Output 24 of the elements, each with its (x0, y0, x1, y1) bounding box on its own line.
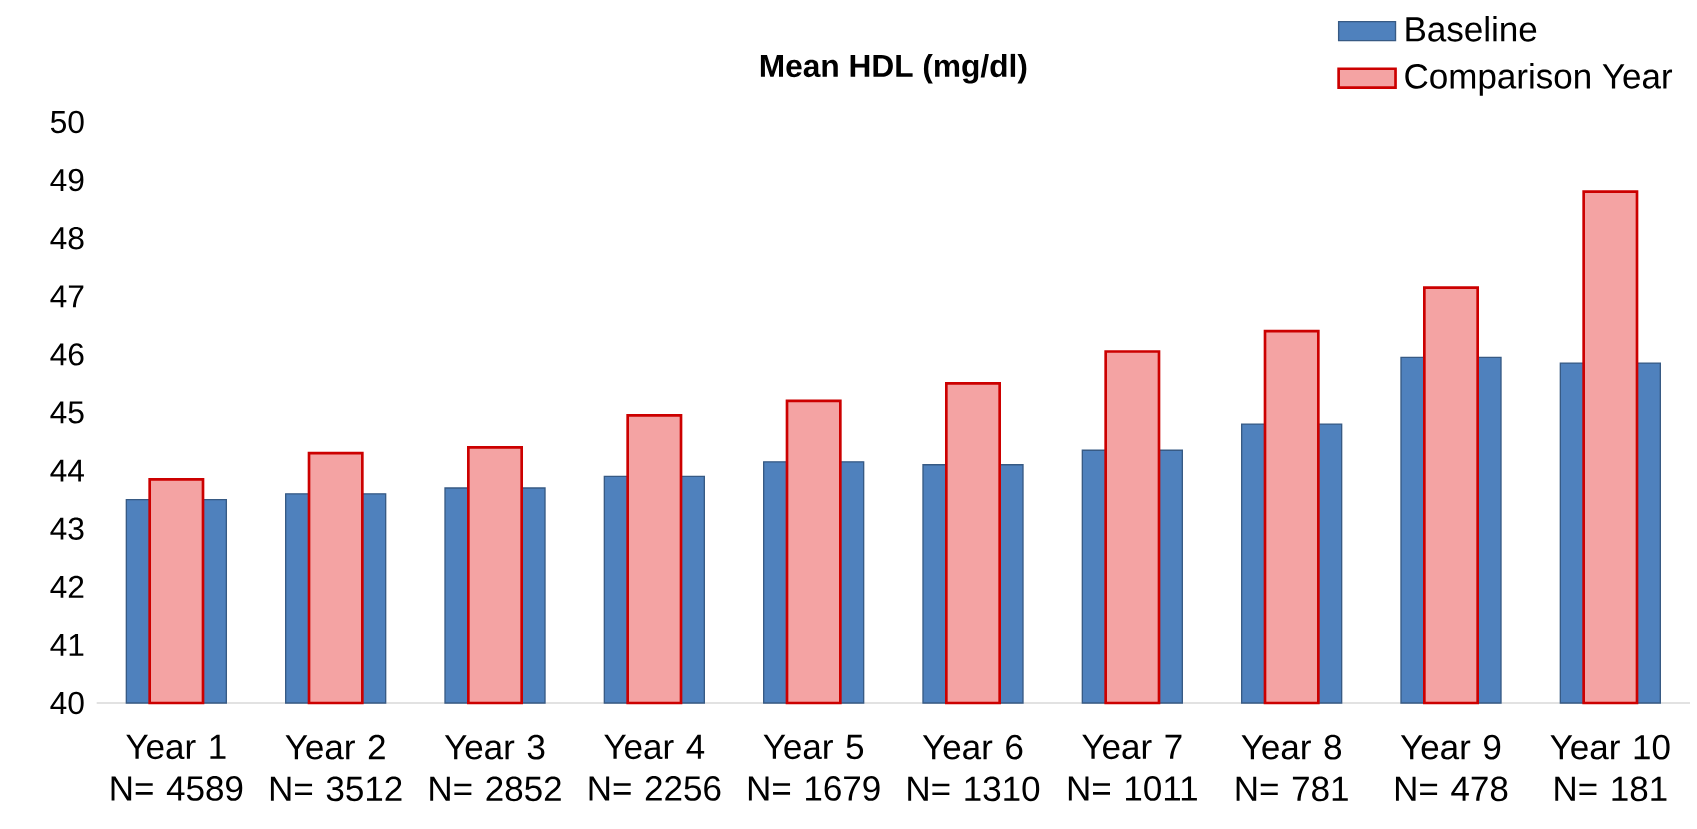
y-tick-label: 42 (50, 575, 84, 598)
y-tick-label: 45 (50, 401, 84, 424)
x-tick-label: Year 2 N= 3512 (270, 734, 402, 802)
legend-label: Comparison Year (1405, 63, 1673, 96)
x-tick-label: Year 8 N= 781 (1236, 734, 1348, 802)
y-tick-label: 43 (50, 517, 84, 540)
x-tick-label: Year 7 N= 1011 (1068, 734, 1197, 801)
x-tick-label: Year 1 N= 4589 (111, 734, 243, 801)
x-tick-label: Year 6 N= 1310 (908, 734, 1040, 802)
y-tick-label: 49 (50, 168, 84, 192)
y-tick-label: 46 (50, 343, 84, 366)
y-tick-label: 40 (50, 691, 84, 715)
x-tick-label: Year 10 N= 181 (1550, 734, 1670, 802)
chart-title: Mean HDL (mg/dl) (760, 53, 1027, 84)
y-tick-label: 47 (50, 285, 84, 308)
y-tick-label: 50 (50, 110, 84, 134)
y-tick-label: 41 (50, 633, 84, 656)
x-tick-label: Year 3 N= 2852 (430, 734, 561, 802)
x-tick-label: Year 4 N= 2256 (589, 734, 721, 801)
legend-label: Baseline (1406, 16, 1537, 42)
y-tick-label: 48 (50, 226, 84, 250)
y-tick-label: 44 (50, 459, 84, 482)
x-tick-label: Year 5 N= 1679 (748, 734, 880, 801)
x-tick-label: Year 9 N= 478 (1395, 734, 1508, 802)
